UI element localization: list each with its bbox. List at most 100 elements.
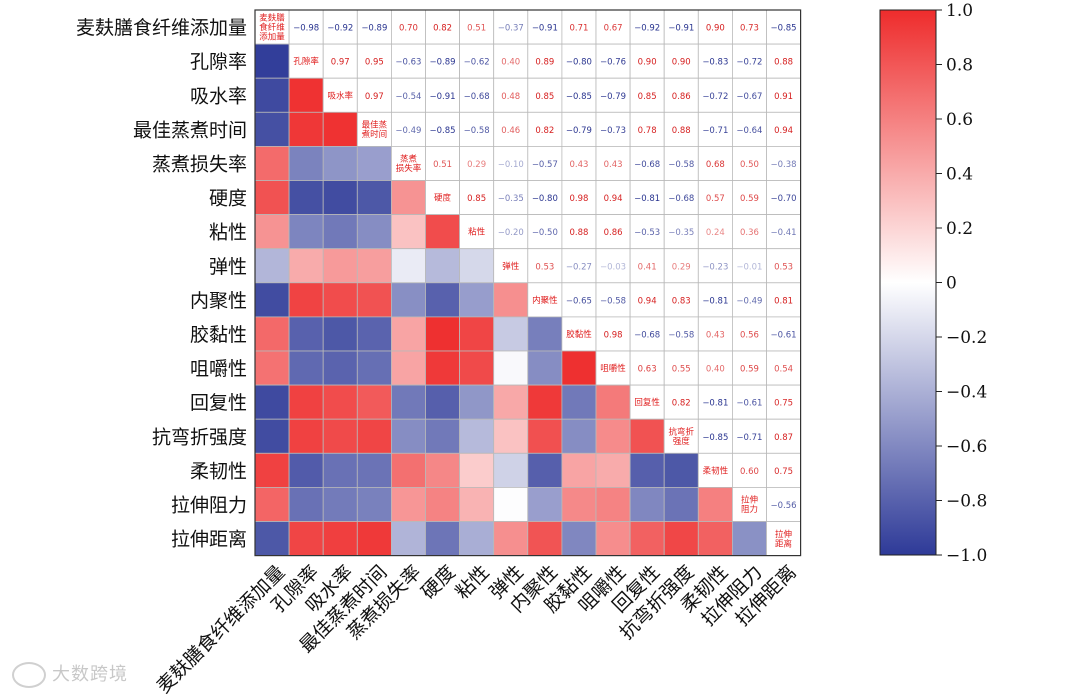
cell-value-label: 0.40 — [501, 58, 520, 68]
heatmap-cell — [663, 350, 699, 386]
cell-value-label: 0.90 — [638, 58, 657, 68]
cell-value-label: 0.63 — [638, 365, 657, 375]
heatmap-cell — [527, 452, 563, 488]
heatmap-cell — [527, 350, 563, 386]
cell-value-label: 0.53 — [774, 262, 793, 272]
cell-value-label: 0.87 — [774, 433, 793, 443]
colorbar-tick-label: −0.6 — [946, 437, 987, 457]
heatmap-cell — [459, 77, 495, 113]
diagonal-label: 粘性 — [468, 227, 486, 238]
colorbar-bar — [879, 9, 937, 556]
row-label: 麦麸膳食纤维添加量 — [76, 17, 247, 39]
heatmap-cell — [595, 248, 631, 284]
diagonal-label: 孔隙率 — [293, 56, 319, 67]
cell-value-label: 0.70 — [399, 24, 418, 34]
diagonal-label-line: 阻力 — [741, 504, 758, 515]
watermark-text: 大数跨境 — [52, 664, 128, 685]
cell-value-label: −0.92 — [327, 24, 353, 34]
heatmap-cell — [459, 452, 495, 488]
heatmap-cell — [356, 316, 392, 352]
cell-value-label: 0.88 — [774, 58, 793, 68]
cell-value-label: −0.10 — [498, 160, 524, 170]
colorbar: 1.0 0.8 0.6 0.4 0.2 0 −0.2 −0.4 −0.6 −0.8 −1.0 — [879, 1, 987, 566]
heatmap-cell — [663, 452, 699, 488]
diagonal-label-line: 损失率 — [396, 163, 422, 174]
heatmap-cell — [425, 111, 460, 147]
cell-value-label: −0.35 — [668, 228, 694, 238]
heatmap-cell — [425, 521, 460, 556]
diagonal-label-line: 拉伸 — [775, 529, 792, 540]
heatmap-cell — [493, 248, 529, 284]
cell-value-label: −0.67 — [736, 92, 762, 102]
diagonal-label-line: 食纤维 — [259, 22, 285, 33]
heatmap-cell — [322, 418, 358, 454]
heatmap-cell — [322, 521, 358, 556]
cell-value-label: −0.73 — [600, 126, 626, 136]
cell-value-label: −0.65 — [566, 296, 592, 306]
cell-value-label: −0.01 — [736, 262, 762, 272]
heatmap-cell — [288, 316, 324, 352]
cell-value-label: 0.82 — [433, 24, 452, 34]
cell-value-label: 0.46 — [501, 126, 520, 136]
heatmap-cell — [732, 77, 767, 113]
heatmap-cell — [697, 145, 733, 181]
cell-value-label: −0.63 — [395, 58, 421, 68]
diagonal-label: 弹性 — [502, 261, 520, 272]
heatmap-cell — [561, 350, 597, 386]
heatmap-cell — [595, 316, 631, 352]
heatmap-cell — [288, 248, 324, 284]
heatmap-cell — [732, 486, 767, 522]
heatmap-cell — [322, 145, 358, 181]
cell-value-label: −0.80 — [566, 58, 592, 68]
heatmap-cell — [459, 316, 495, 352]
watermark-logo-icon — [12, 662, 46, 688]
heatmap-cell — [288, 486, 324, 522]
colorbar-tick-label: 0.8 — [946, 56, 973, 76]
heatmap-cell — [595, 43, 631, 79]
cell-value-label: −0.85 — [430, 126, 456, 136]
heatmap-cell — [322, 316, 358, 352]
column-label: 麦麸膳食纤维添加量 — [153, 561, 289, 696]
cell-value-label: −0.58 — [668, 160, 694, 170]
cell-value-label: 0.94 — [604, 194, 623, 204]
heatmap-cell — [527, 418, 563, 454]
heatmap-cell — [288, 384, 324, 420]
cell-value-label: 0.43 — [604, 160, 623, 170]
heatmap-cell — [663, 77, 699, 113]
row-labels: 麦麸膳食纤维添加量孔隙率吸水率最佳蒸煮时间蒸煮损失率硬度粘性弹性内聚性胶黏性咀嚼… — [76, 17, 247, 550]
cell-value-label: 0.60 — [740, 467, 759, 477]
colorbar-tick-label: 0.6 — [946, 110, 973, 130]
heatmap-cell — [322, 214, 358, 250]
diagonal-label-line: 最佳蒸 — [362, 120, 388, 131]
cell-value-label: −0.58 — [464, 126, 490, 136]
cell-value-label: 0.68 — [706, 160, 725, 170]
cell-value-label: −0.89 — [361, 24, 387, 34]
diagonal-label-line: 蒸煮 — [400, 154, 418, 165]
cell-value-label: 0.94 — [638, 296, 657, 306]
cell-value-label: 0.50 — [740, 160, 759, 170]
diagonal-label-line: 硬度 — [434, 193, 452, 204]
heatmap-cell — [595, 418, 631, 454]
heatmap-cell — [663, 145, 699, 181]
heatmap-cell — [288, 111, 324, 147]
heatmap-cell — [493, 180, 529, 215]
cell-value-label: −0.81 — [702, 399, 728, 409]
heatmap-cell — [425, 248, 460, 284]
heatmap-cell — [629, 43, 665, 79]
heatmap-cell — [288, 214, 324, 250]
heatmap-cell — [254, 418, 290, 454]
heatmap-cell — [595, 452, 631, 488]
heatmap-cell — [254, 111, 290, 147]
heatmap-cell — [356, 77, 392, 113]
cell-value-label: 0.78 — [638, 126, 657, 136]
colorbar-tick-label: 1.0 — [946, 1, 973, 21]
diagonal-label-line: 内聚性 — [532, 295, 558, 306]
heatmap-cell — [390, 350, 426, 386]
cell-value-label: 0.29 — [672, 262, 691, 272]
heatmap-cell — [288, 350, 324, 386]
heatmap-cell — [629, 316, 665, 352]
diagonal-label-line: 强度 — [673, 436, 691, 447]
heatmap-cell — [595, 282, 631, 318]
diagonal-label: 最佳蒸煮时间 — [362, 120, 388, 141]
colorbar-tick-label: 0 — [946, 274, 957, 294]
